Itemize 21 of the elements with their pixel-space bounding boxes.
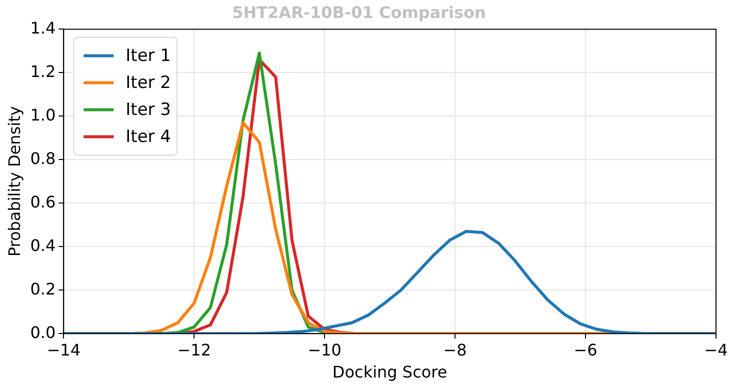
y-tick-label: 0.4 [30, 236, 56, 255]
y-tick-label: 1.2 [30, 62, 56, 81]
legend-label: Iter 3 [126, 100, 172, 120]
y-tick-label: 1.0 [30, 105, 56, 124]
x-tick-label: −6 [574, 340, 598, 360]
legend-label: Iter 2 [126, 73, 172, 94]
x-tick-label: −4 [704, 340, 728, 360]
x-tick-label: −14 [46, 340, 81, 360]
y-tick-label: 0.8 [30, 148, 56, 168]
y-tick-label: 0.6 [30, 192, 56, 212]
y-axis-title: Probability Density [4, 106, 24, 257]
y-tick-label: 1.4 [30, 18, 56, 38]
legend-label: Iter 1 [126, 46, 172, 66]
legend-label: Iter 4 [126, 127, 172, 148]
chart-title: 5HT2AR-10B-01 Comparison [232, 2, 486, 22]
x-axis-title: Docking Score [332, 362, 448, 382]
x-tick-label: −10 [308, 340, 342, 360]
x-tick-label: −12 [177, 340, 211, 360]
x-tick-label: −8 [443, 340, 467, 360]
y-tick-label: 0.2 [30, 279, 56, 298]
y-tick-label: 0.0 [30, 322, 56, 342]
